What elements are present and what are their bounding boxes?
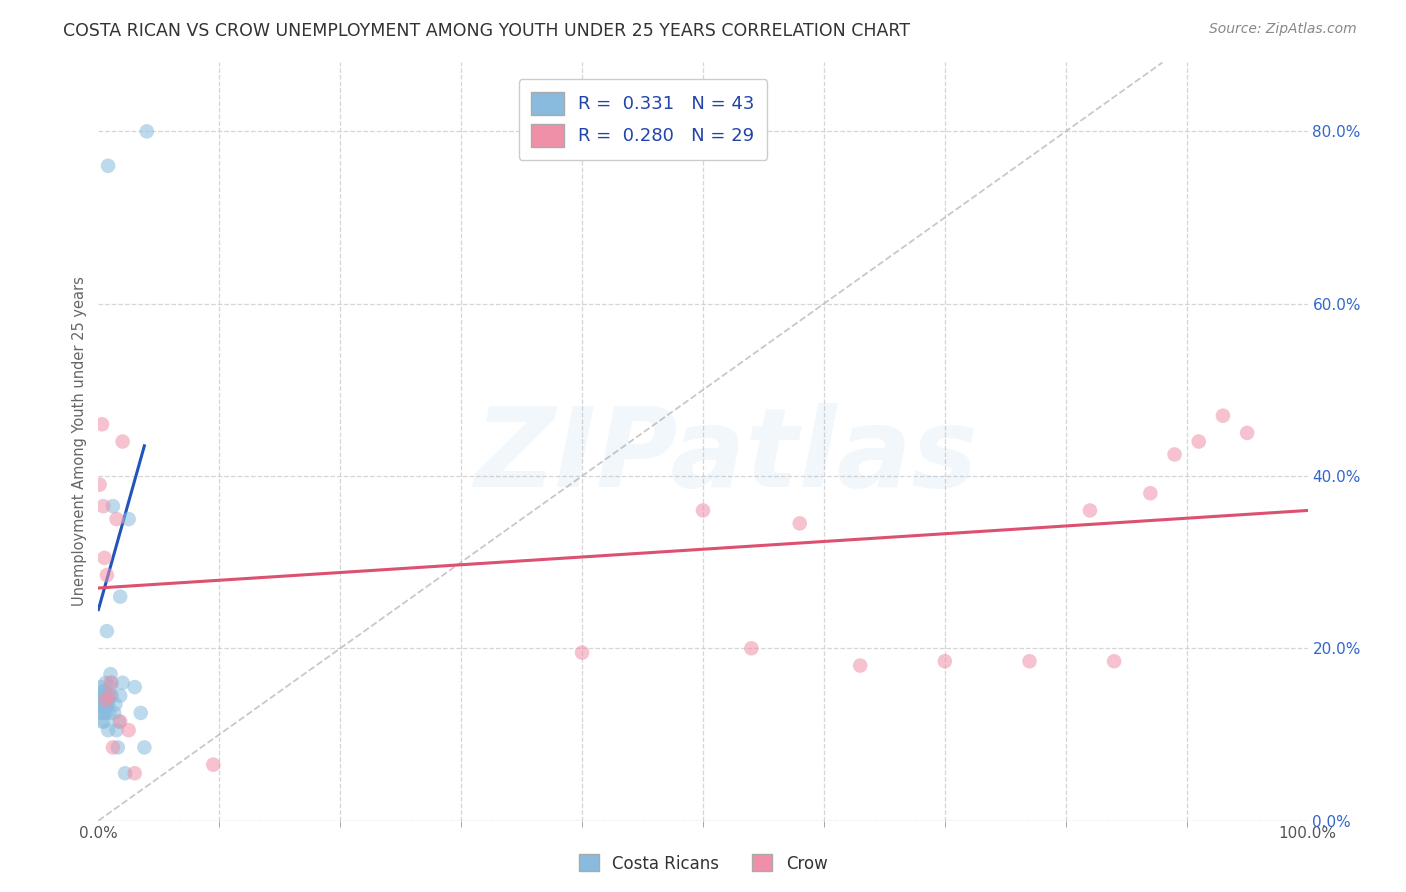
- Point: [90, 706, 112, 720]
- Point: [100, 689, 122, 703]
- Point: [124, 766, 146, 780]
- Point: [105, 512, 128, 526]
- Point: [1139, 486, 1161, 500]
- Point: [202, 757, 225, 772]
- Point: [107, 740, 129, 755]
- Point: [571, 646, 593, 660]
- Point: [100, 675, 122, 690]
- Y-axis label: Unemployment Among Youth under 25 years: Unemployment Among Youth under 25 years: [72, 277, 87, 607]
- Point: [1163, 447, 1185, 461]
- Point: [91, 499, 114, 513]
- Point: [108, 590, 131, 604]
- Point: [96, 624, 118, 639]
- Point: [100, 667, 122, 681]
- Point: [111, 434, 134, 449]
- Point: [96, 698, 118, 712]
- Point: [93, 714, 115, 729]
- Text: COSTA RICAN VS CROW UNEMPLOYMENT AMONG YOUTH UNDER 25 YEARS CORRELATION CHART: COSTA RICAN VS CROW UNEMPLOYMENT AMONG Y…: [63, 22, 910, 40]
- Point: [98, 706, 121, 720]
- Point: [1236, 425, 1258, 440]
- Point: [91, 698, 114, 712]
- Point: [93, 701, 115, 715]
- Point: [1078, 503, 1101, 517]
- Point: [91, 684, 114, 698]
- Point: [97, 693, 120, 707]
- Point: [1018, 654, 1040, 668]
- Point: [740, 641, 762, 656]
- Point: [934, 654, 956, 668]
- Point: [94, 693, 117, 707]
- Point: [108, 714, 131, 729]
- Point: [105, 723, 128, 738]
- Point: [135, 124, 157, 138]
- Point: [849, 658, 872, 673]
- Point: [103, 706, 125, 720]
- Point: [1188, 434, 1211, 449]
- Text: Source: ZipAtlas.com: Source: ZipAtlas.com: [1209, 22, 1357, 37]
- Point: [1212, 409, 1234, 423]
- Text: ZIPatlas: ZIPatlas: [475, 403, 979, 510]
- Point: [98, 689, 121, 703]
- Point: [90, 680, 112, 694]
- Point: [91, 698, 114, 712]
- Point: [91, 706, 114, 720]
- Point: [789, 516, 811, 531]
- Point: [108, 714, 131, 729]
- Point: [93, 693, 115, 707]
- Point: [91, 693, 114, 707]
- Point: [94, 689, 117, 703]
- Point: [97, 698, 120, 712]
- Point: [108, 689, 131, 703]
- Point: [91, 417, 114, 432]
- Point: [129, 706, 152, 720]
- Point: [89, 477, 111, 491]
- Point: [100, 680, 122, 694]
- Point: [114, 766, 136, 780]
- Point: [111, 675, 134, 690]
- Point: [91, 714, 114, 729]
- Point: [101, 499, 124, 513]
- Point: [97, 159, 120, 173]
- Point: [94, 675, 117, 690]
- Point: [104, 698, 127, 712]
- Point: [134, 740, 156, 755]
- Point: [101, 740, 124, 755]
- Point: [94, 706, 117, 720]
- Point: [98, 689, 121, 703]
- Point: [93, 684, 115, 698]
- Legend: R =  0.331   N = 43, R =  0.280   N = 29: R = 0.331 N = 43, R = 0.280 N = 29: [519, 79, 768, 160]
- Legend: Costa Ricans, Crow: Costa Ricans, Crow: [572, 847, 834, 880]
- Point: [692, 503, 714, 517]
- Point: [124, 680, 146, 694]
- Point: [96, 568, 118, 582]
- Point: [118, 723, 141, 738]
- Point: [97, 723, 120, 738]
- Point: [1102, 654, 1125, 668]
- Point: [89, 689, 111, 703]
- Point: [100, 675, 122, 690]
- Point: [93, 550, 115, 565]
- Point: [118, 512, 141, 526]
